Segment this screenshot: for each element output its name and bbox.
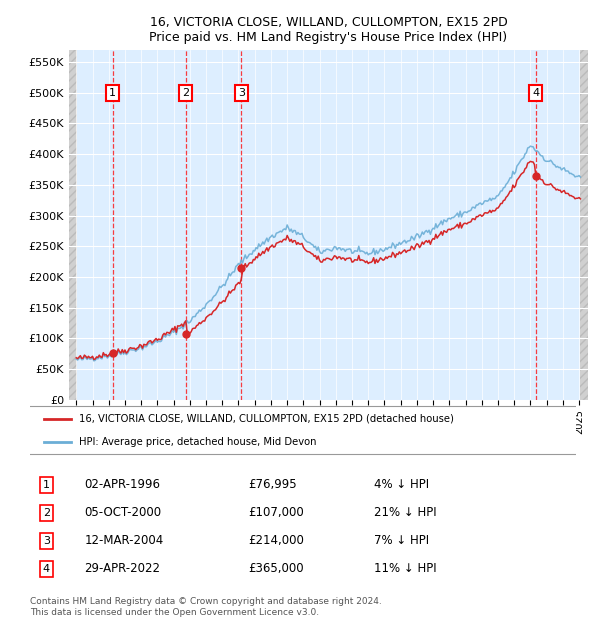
Text: 29-APR-2022: 29-APR-2022: [85, 562, 161, 575]
Text: 16, VICTORIA CLOSE, WILLAND, CULLOMPTON, EX15 2PD (detached house): 16, VICTORIA CLOSE, WILLAND, CULLOMPTON,…: [79, 414, 454, 423]
Text: HPI: Average price, detached house, Mid Devon: HPI: Average price, detached house, Mid …: [79, 437, 317, 447]
Text: 2: 2: [182, 87, 190, 97]
Text: 7% ↓ HPI: 7% ↓ HPI: [374, 534, 429, 547]
Text: £76,995: £76,995: [248, 478, 297, 491]
Text: £365,000: £365,000: [248, 562, 304, 575]
Text: 4: 4: [43, 564, 50, 574]
Bar: [68, 50, 77, 400]
Text: 4: 4: [532, 87, 539, 97]
FancyBboxPatch shape: [27, 406, 578, 454]
Text: 05-OCT-2000: 05-OCT-2000: [85, 507, 162, 519]
Text: 12-MAR-2004: 12-MAR-2004: [85, 534, 164, 547]
Text: 3: 3: [238, 87, 245, 97]
Text: 3: 3: [43, 536, 50, 546]
Text: 1: 1: [43, 480, 50, 490]
Text: 21% ↓ HPI: 21% ↓ HPI: [374, 507, 437, 519]
Title: 16, VICTORIA CLOSE, WILLAND, CULLOMPTON, EX15 2PD
Price paid vs. HM Land Registr: 16, VICTORIA CLOSE, WILLAND, CULLOMPTON,…: [149, 16, 508, 44]
Text: Contains HM Land Registry data © Crown copyright and database right 2024.
This d: Contains HM Land Registry data © Crown c…: [30, 598, 382, 617]
Bar: [580, 50, 590, 400]
Text: £107,000: £107,000: [248, 507, 304, 519]
Text: 2: 2: [43, 508, 50, 518]
Text: 02-APR-1996: 02-APR-1996: [85, 478, 161, 491]
Text: 1: 1: [109, 87, 116, 97]
Text: 4% ↓ HPI: 4% ↓ HPI: [374, 478, 429, 491]
Text: £214,000: £214,000: [248, 534, 304, 547]
Text: 11% ↓ HPI: 11% ↓ HPI: [374, 562, 437, 575]
